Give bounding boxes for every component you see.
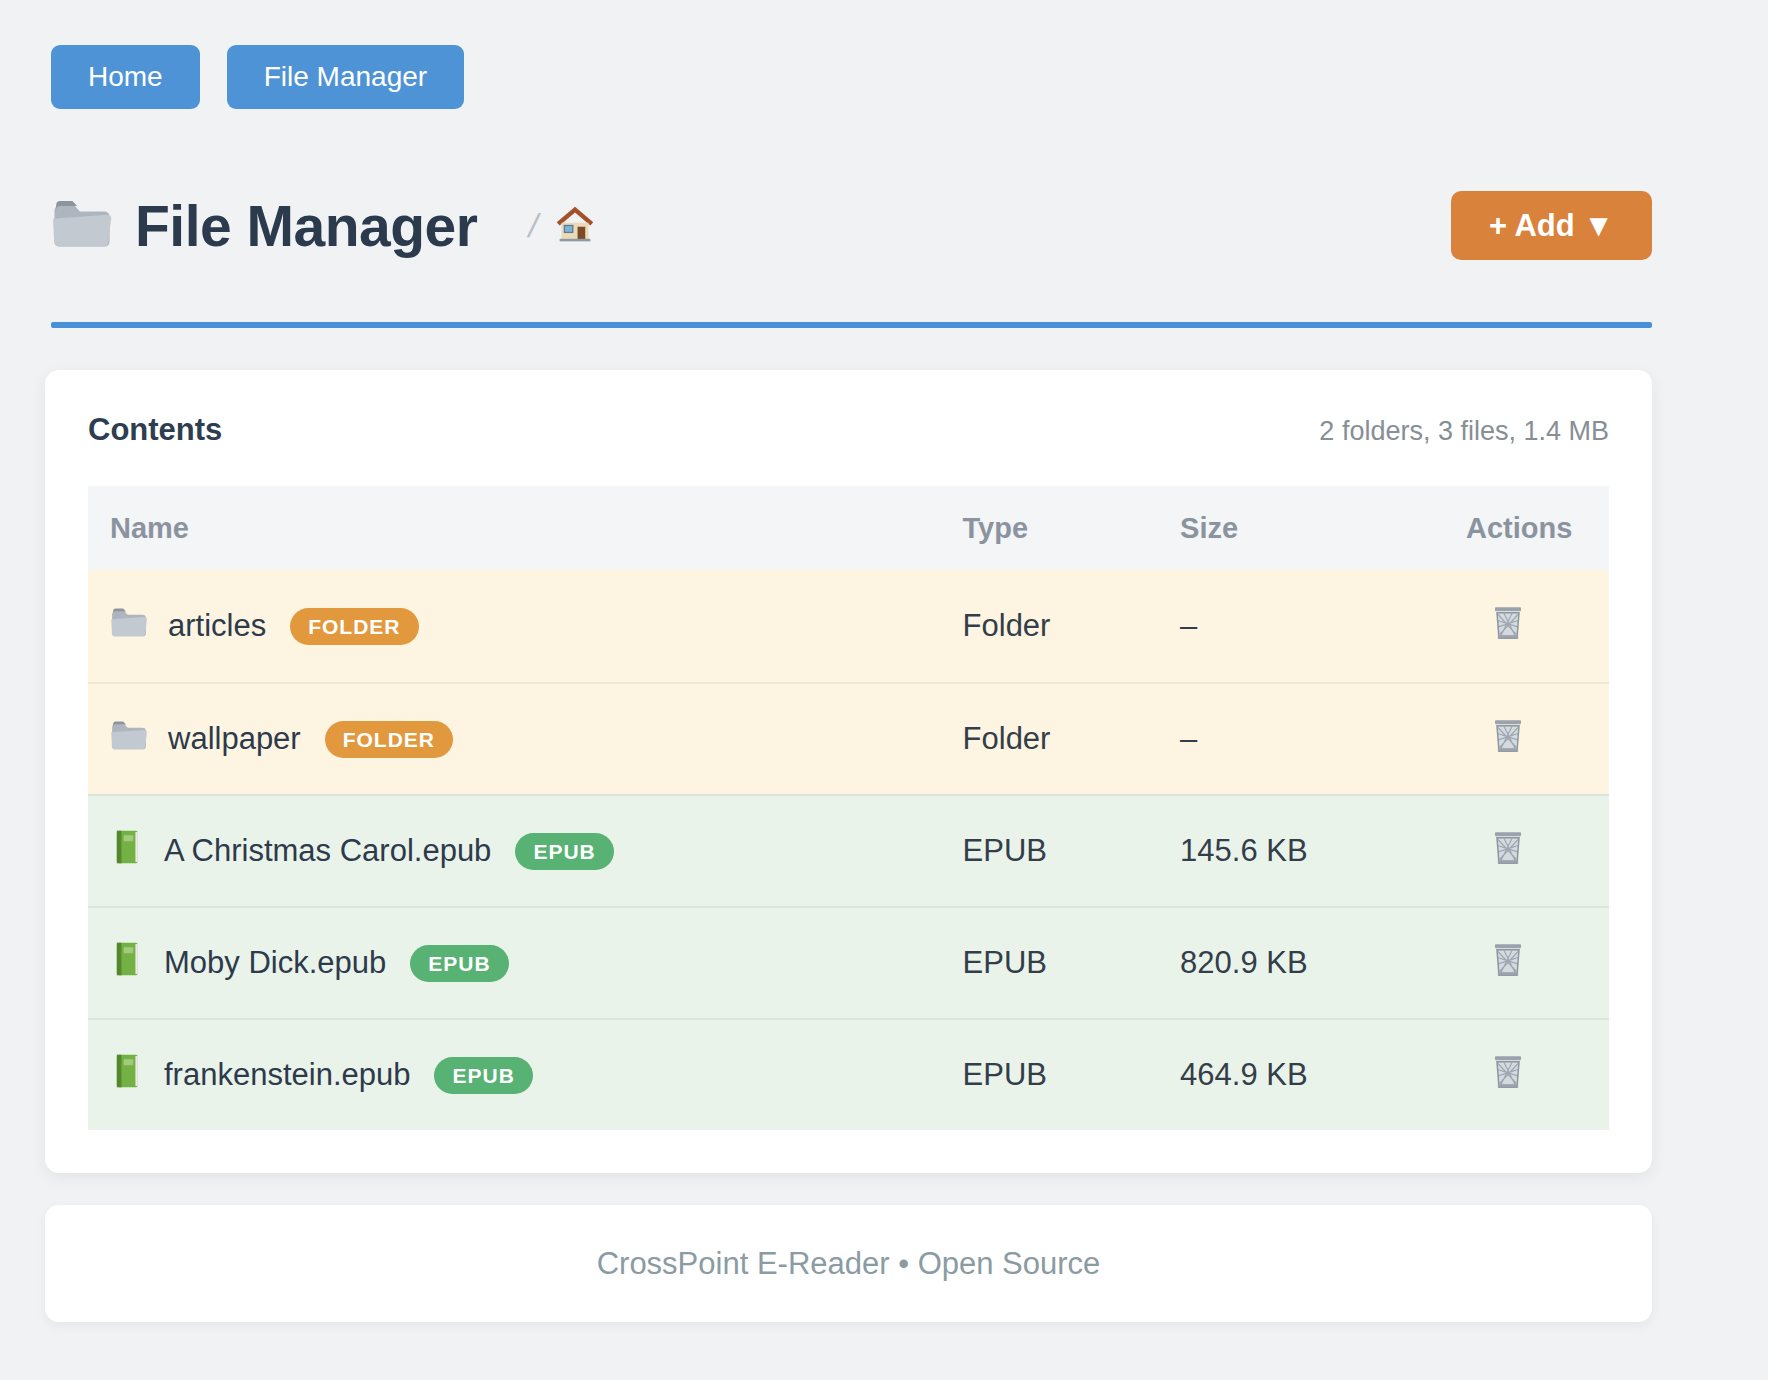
delete-button[interactable]	[1486, 825, 1530, 874]
table-header-row: Name Type Size Actions	[88, 486, 1609, 570]
file-size: –	[1180, 608, 1466, 644]
file-type: Folder	[963, 721, 1181, 757]
delete-button[interactable]	[1486, 937, 1530, 986]
footer-card: CrossPoint E-Reader • Open Source	[45, 1205, 1652, 1322]
header-divider	[51, 322, 1652, 328]
folder-icon	[110, 719, 148, 760]
page-title: File Manager	[135, 193, 477, 259]
table-row[interactable]: articles FOLDER Folder –	[88, 570, 1609, 682]
file-type: Folder	[963, 608, 1181, 644]
epub-badge: EPUB	[410, 945, 508, 982]
column-header-size: Size	[1180, 512, 1466, 545]
file-type: EPUB	[963, 945, 1181, 981]
file-type: EPUB	[963, 833, 1181, 869]
add-button[interactable]: + Add ▼	[1451, 191, 1652, 260]
epub-badge: EPUB	[515, 833, 613, 870]
file-name[interactable]: wallpaper	[168, 721, 301, 757]
home-button[interactable]: Home	[51, 45, 200, 109]
trash-icon	[1488, 939, 1528, 984]
breadcrumb: /	[529, 203, 596, 249]
file-name[interactable]: Moby Dick.epub	[164, 945, 386, 981]
home-icon[interactable]	[553, 203, 597, 249]
delete-button[interactable]	[1486, 600, 1530, 649]
contents-title: Contents	[88, 412, 222, 448]
table-row[interactable]: Moby Dick.epub EPUB EPUB 820.9 KB	[88, 906, 1609, 1018]
page-title-group: File Manager /	[51, 193, 597, 259]
folder-icon	[110, 606, 148, 647]
contents-card-header: Contents 2 folders, 3 files, 1.4 MB	[88, 412, 1609, 448]
file-size: 820.9 KB	[1180, 945, 1466, 981]
page-header: File Manager / + Add ▼	[51, 191, 1652, 260]
trash-icon	[1488, 715, 1528, 760]
table-row[interactable]: wallpaper FOLDER Folder –	[88, 682, 1609, 794]
file-size: 464.9 KB	[1180, 1057, 1466, 1093]
book-icon	[110, 1052, 144, 1098]
file-name[interactable]: A Christmas Carol.epub	[164, 833, 491, 869]
trash-icon	[1488, 827, 1528, 872]
file-size: 145.6 KB	[1180, 833, 1466, 869]
table-row[interactable]: A Christmas Carol.epub EPUB EPUB 145.6 K…	[88, 794, 1609, 906]
book-icon	[110, 828, 144, 874]
delete-button[interactable]	[1486, 713, 1530, 762]
top-navigation: Home File Manager	[0, 0, 1768, 109]
column-header-type: Type	[963, 512, 1181, 545]
delete-button[interactable]	[1486, 1049, 1530, 1098]
file-size: –	[1180, 721, 1466, 757]
file-name[interactable]: frankenstein.epub	[164, 1057, 410, 1093]
folder-badge: FOLDER	[325, 721, 453, 758]
table-row[interactable]: frankenstein.epub EPUB EPUB 464.9 KB	[88, 1018, 1609, 1130]
file-manager-button[interactable]: File Manager	[227, 45, 464, 109]
contents-card: Contents 2 folders, 3 files, 1.4 MB Name…	[45, 370, 1652, 1173]
file-name[interactable]: articles	[168, 608, 266, 644]
breadcrumb-separator: /	[525, 207, 542, 245]
footer-text: CrossPoint E-Reader • Open Source	[597, 1246, 1101, 1282]
file-type: EPUB	[963, 1057, 1181, 1093]
file-table: Name Type Size Actions articles FOLDER F…	[88, 486, 1609, 1130]
folder-badge: FOLDER	[290, 608, 418, 645]
epub-badge: EPUB	[434, 1057, 532, 1094]
contents-summary: 2 folders, 3 files, 1.4 MB	[1319, 416, 1609, 447]
column-header-actions: Actions	[1466, 512, 1609, 545]
trash-icon	[1488, 602, 1528, 647]
column-header-name: Name	[88, 512, 963, 545]
trash-icon	[1488, 1051, 1528, 1096]
book-icon	[110, 940, 144, 986]
folder-icon	[51, 197, 113, 255]
